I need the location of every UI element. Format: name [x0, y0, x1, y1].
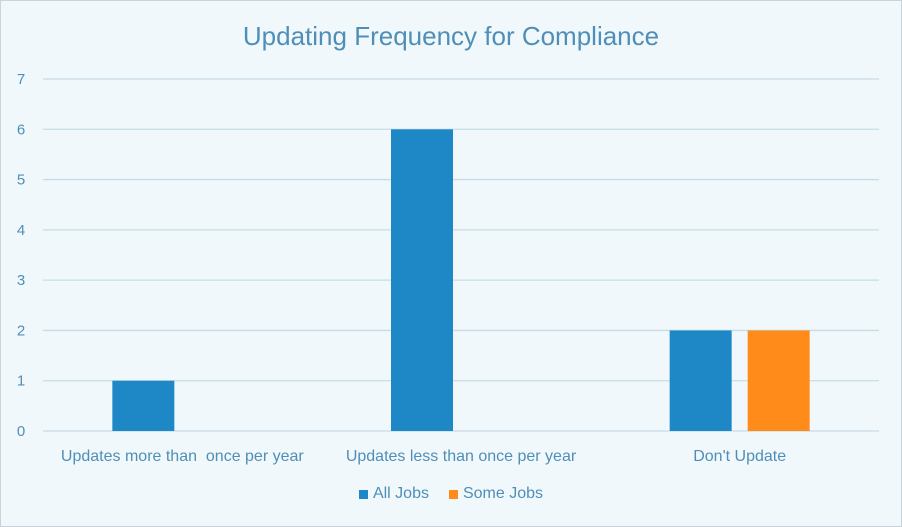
bar-some-jobs [747, 330, 810, 431]
y-tick-label: 3 [17, 272, 25, 289]
x-tick-label: Updates more than once per year [61, 448, 304, 465]
legend-label: All Jobs [372, 485, 429, 502]
y-tick-label: 7 [17, 71, 25, 88]
y-tick-label: 6 [17, 121, 25, 138]
y-tick-label: 0 [17, 423, 25, 440]
bar-all-jobs [391, 129, 453, 432]
legend-item: All Jobs [358, 485, 429, 503]
legend-label: Some Jobs [462, 485, 544, 502]
legend: All Jobs Some Jobs [1, 485, 901, 503]
y-tick-label: 5 [17, 172, 25, 189]
bar-all-jobs [112, 380, 175, 431]
legend-swatch [358, 489, 368, 499]
y-tick-label: 1 [17, 373, 25, 390]
bar-all-jobs [669, 330, 732, 431]
y-tick-label: 4 [17, 222, 25, 239]
x-tick-label: Updates less than once per year [346, 448, 577, 465]
y-tick-label: 2 [17, 322, 25, 339]
chart-title: Updating Frequency for Compliance [242, 21, 660, 51]
x-tick-label: Don't Update [693, 448, 786, 465]
legend-item: Some Jobs [448, 485, 544, 503]
legend-swatch [448, 489, 458, 499]
